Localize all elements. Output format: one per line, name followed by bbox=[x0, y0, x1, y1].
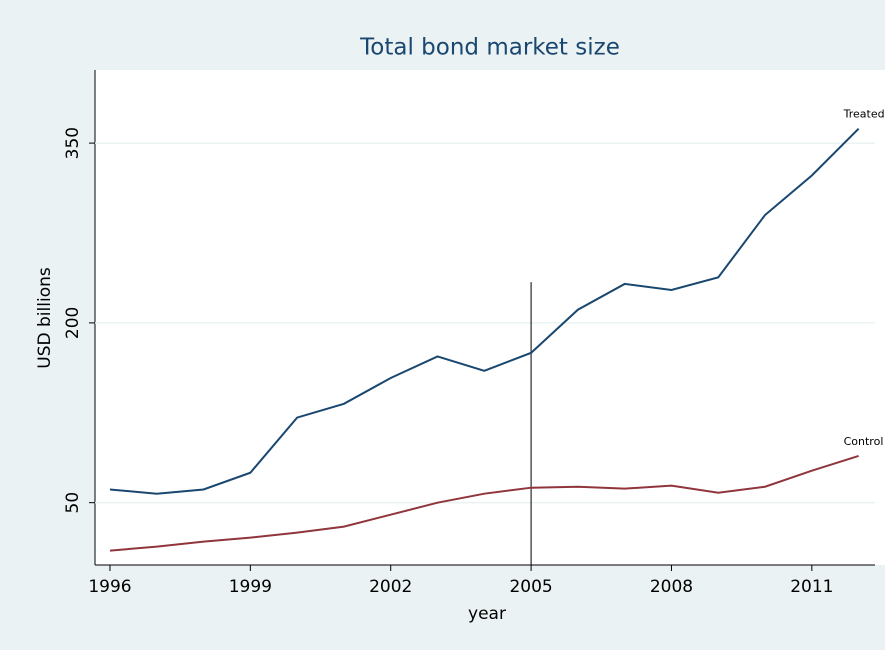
x-axis-label: year bbox=[468, 604, 506, 624]
y-tick-label: 50 bbox=[63, 492, 83, 514]
chart-title: Total bond market size bbox=[359, 35, 620, 61]
x-tick-label: 2011 bbox=[790, 577, 833, 597]
y-tick-label: 200 bbox=[63, 307, 83, 339]
y-tick-label: 350 bbox=[63, 127, 83, 159]
x-tick-label: 2005 bbox=[509, 577, 552, 597]
series-line bbox=[109, 454, 859, 552]
y-axis-label: USD billions bbox=[35, 267, 55, 369]
x-tick-label: 1999 bbox=[229, 577, 272, 597]
x-tick-label: 2002 bbox=[369, 577, 412, 597]
plot-area bbox=[95, 70, 885, 565]
series-label: Control bbox=[844, 435, 884, 448]
series-line bbox=[109, 128, 860, 495]
x-tick-label: 2008 bbox=[650, 577, 693, 597]
series-label: Treated bbox=[843, 108, 885, 121]
x-tick-label: 1996 bbox=[88, 577, 131, 597]
